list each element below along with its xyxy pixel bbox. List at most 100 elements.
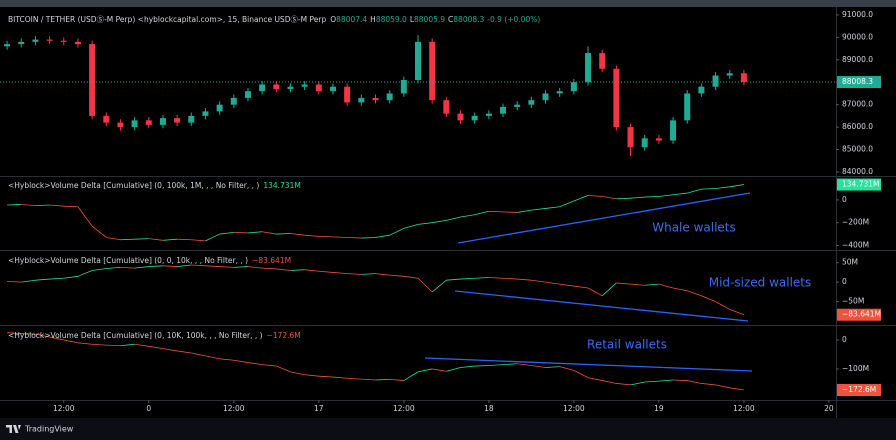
- indicator-segment: [247, 266, 263, 269]
- indicator-segment: [332, 236, 348, 238]
- indicator-segment: [417, 222, 433, 225]
- indicator-segment: [503, 211, 518, 213]
- indicator-segment: [488, 277, 504, 279]
- indicator-segment: [191, 352, 206, 357]
- indicator-value: −83.641M: [252, 256, 291, 265]
- value-badge: [837, 178, 881, 191]
- indicator-segment: [347, 377, 362, 380]
- indicator-segment: [630, 283, 645, 286]
- indicator-segment: [332, 376, 348, 379]
- indicator-segment: [474, 210, 489, 216]
- candle-body: [485, 113, 492, 116]
- indicator-segment: [375, 378, 390, 381]
- annotation: Whale wallets: [652, 221, 736, 235]
- candle-body: [159, 118, 166, 125]
- indicator-segment: [177, 350, 192, 354]
- indicator-segment: [559, 200, 575, 208]
- indicator-segment: [658, 194, 674, 197]
- y-tick-label: 0: [842, 195, 847, 204]
- indicator-segment: [134, 343, 149, 347]
- indicator-segment: [148, 345, 164, 350]
- indicator-segment: [630, 196, 645, 199]
- indicator-segment: [219, 266, 234, 268]
- candle-body: [570, 82, 577, 92]
- y-tick-label: −200M: [842, 218, 869, 227]
- indicator-segment: [290, 269, 305, 271]
- indicator-segment: [446, 216, 461, 221]
- candle-body: [103, 115, 110, 123]
- indicator-header: <Hyblock>Volume Delta [Cumulative] (0, 1…: [8, 331, 301, 340]
- indicator-title: <Hyblock>Volume Delta [Cumulative] (0, 1…: [8, 181, 259, 190]
- indicator-segment: [616, 383, 631, 386]
- indicator-segment: [687, 380, 702, 384]
- y-tick-label: 50M: [842, 258, 858, 267]
- indicator-segment: [474, 277, 489, 279]
- candle-body: [443, 100, 450, 114]
- indicator-segment: [91, 225, 107, 238]
- x-tick-label: 12:00: [733, 404, 755, 413]
- indicator-segment: [134, 238, 149, 240]
- indicator-segment: [517, 209, 532, 213]
- indicator-segment: [545, 366, 560, 368]
- indicator-segment: [219, 231, 234, 235]
- x-tick-label: 18: [484, 404, 494, 413]
- indicator-segment: [644, 283, 659, 286]
- indicator-segment: [304, 374, 319, 377]
- indicator-segment: [474, 365, 489, 367]
- indicator-segment: [205, 233, 220, 242]
- top-bar: [0, 0, 896, 7]
- value-badge-label: −172.6M: [842, 385, 876, 394]
- candle-body: [471, 115, 478, 121]
- indicator-segment: [318, 235, 333, 238]
- indicator-segment: [148, 238, 163, 241]
- candle-body: [329, 86, 336, 92]
- indicator-segment: [488, 210, 504, 213]
- indicator-segment: [347, 273, 362, 275]
- candle-body: [457, 113, 464, 121]
- ohlc-key: H: [370, 15, 376, 24]
- indicator-segment: [531, 279, 546, 283]
- indicator-segment: [120, 266, 135, 269]
- indicator-segment: [177, 264, 192, 267]
- indicator-segment: [262, 267, 277, 270]
- ohlc-value: 88059.0: [376, 15, 407, 24]
- candle-body: [259, 84, 266, 92]
- trend-line: [424, 357, 753, 372]
- indicator-segment: [162, 265, 178, 267]
- indicator-segment: [616, 282, 631, 285]
- indicator-segment: [7, 332, 22, 334]
- indicator-header: <Hyblock>Volume Delta [Cumulative] (0, 0…: [8, 256, 291, 265]
- indicator-segment: [432, 220, 447, 224]
- indicator-header: <Hyblock>Volume Delta [Cumulative] (0, 1…: [8, 181, 301, 190]
- indicator-segment: [517, 278, 532, 281]
- indicator-segment: [729, 184, 744, 188]
- x-tick-label: 17: [314, 404, 324, 413]
- indicator-segment: [545, 206, 560, 209]
- candle-body: [74, 41, 81, 45]
- value-badge-label: −83.641M: [842, 310, 881, 319]
- candle-body: [315, 84, 322, 92]
- candle-body: [131, 120, 138, 128]
- indicator-segment: [262, 231, 277, 235]
- indicator-segment: [361, 273, 376, 275]
- indicator-segment: [715, 384, 730, 389]
- candle-body: [4, 44, 11, 47]
- candle-body: [627, 127, 634, 148]
- indicator-segment: [276, 365, 291, 373]
- indicator-segment: [715, 301, 730, 310]
- footer-brand: TradingView: [24, 425, 74, 434]
- indicator-segment: [35, 204, 50, 206]
- candle-body: [230, 97, 237, 105]
- indicator-segment: [559, 366, 574, 371]
- value-badge-label: 134.731M: [842, 180, 880, 189]
- x-tick-label: 12:00: [563, 404, 585, 413]
- indicator-segment: [148, 265, 163, 267]
- x-tick-label: 12:00: [53, 404, 75, 413]
- indicator-segment: [389, 378, 404, 381]
- indicator-segment: [573, 370, 589, 379]
- indicator-title: <Hyblock>Volume Delta [Cumulative] (0, 0…: [8, 256, 248, 265]
- indicator-segment: [403, 371, 419, 381]
- y-tick-label: −50M: [842, 297, 864, 306]
- indicator-segment: [460, 277, 475, 280]
- indicator-segment: [63, 205, 78, 208]
